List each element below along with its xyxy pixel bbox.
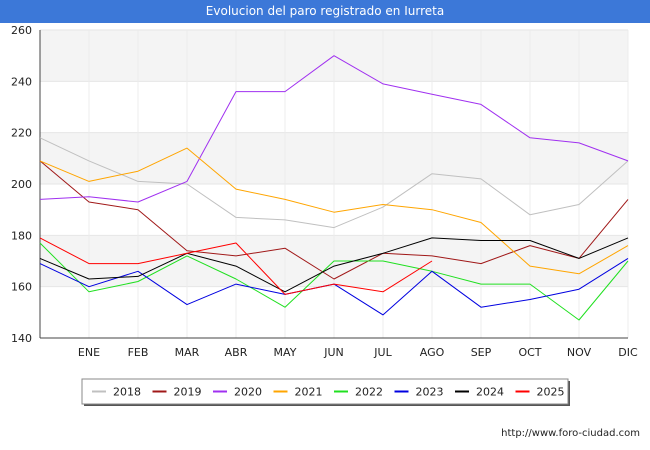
x-tick-label: SEP	[471, 346, 492, 359]
legend-label-2018: 2018	[113, 386, 141, 399]
x-tick-label: ABR	[225, 346, 248, 359]
y-axis-ticks: 140 160 180 200 220 240 260	[11, 24, 32, 345]
y-tick-label: 240	[11, 75, 32, 88]
source-url[interactable]: http://www.foro-ciudad.com	[501, 428, 640, 439]
legend: 2018 2019 2020 2021 2022 2023 2024 2025	[81, 378, 570, 406]
x-tick-label: NOV	[567, 346, 592, 359]
y-tick-label: 220	[11, 127, 32, 140]
legend-label-2019: 2019	[174, 386, 202, 399]
series-lines	[39, 55, 629, 321]
legend-label-2021: 2021	[295, 386, 323, 399]
legend-label-2020: 2020	[234, 386, 262, 399]
legend-label-2023: 2023	[416, 386, 444, 399]
x-tick-label: JUL	[373, 346, 392, 359]
x-tick-label: OCT	[518, 346, 541, 359]
x-axis-ticks: ENE FEB MAR ABR MAY JUN JUL AGO SEP OCT NOV DIC	[78, 346, 638, 359]
x-tick-label: AGO	[420, 346, 445, 359]
series-line-2025	[39, 237, 433, 295]
legend-label-2022: 2022	[355, 386, 383, 399]
y-tick-label: 260	[11, 24, 32, 37]
series-line-2020	[39, 55, 629, 203]
series-line-2022	[39, 242, 629, 321]
chart-title: Evolucion del paro registrado en Iurreta	[0, 0, 650, 23]
y-tick-label: 200	[11, 178, 32, 191]
series-line-2024	[39, 237, 629, 293]
series-line-2019	[39, 160, 629, 280]
y-tick-label: 180	[11, 229, 32, 242]
legend-label-2025: 2025	[537, 386, 565, 399]
legend-label-2024: 2024	[476, 386, 504, 399]
x-tick-label: MAR	[175, 346, 200, 359]
series-line-2021	[39, 147, 629, 275]
x-tick-label: FEB	[128, 346, 149, 359]
y-tick-label: 140	[11, 332, 32, 345]
series-line-2018	[39, 137, 629, 229]
x-tick-label: JUN	[323, 346, 344, 359]
x-tick-label: DIC	[618, 346, 638, 359]
x-tick-label: ENE	[78, 346, 100, 359]
y-tick-label: 160	[11, 281, 32, 294]
axes	[39, 30, 628, 339]
x-tick-label: MAY	[274, 346, 297, 359]
